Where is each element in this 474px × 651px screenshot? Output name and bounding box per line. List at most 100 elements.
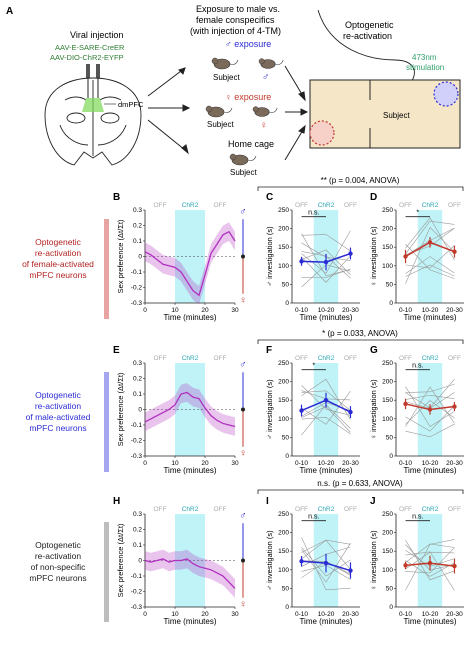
off-label: OFF — [448, 506, 461, 513]
off-label: OFF — [295, 506, 308, 513]
mean-trace — [144, 558, 236, 589]
row-color-bar — [104, 372, 109, 472]
x-tick-label: 0 — [143, 611, 147, 618]
fiber-cable — [317, 9, 415, 93]
x-axis-label: Time (minutes) — [299, 313, 352, 322]
y-tick-label: 50 — [386, 281, 394, 288]
individual-line — [301, 547, 351, 577]
individual-line — [405, 551, 455, 570]
male-stimulus-zone — [433, 81, 459, 107]
row-label-1-line-4: mPFC neurons — [29, 270, 86, 280]
mean-point — [323, 259, 329, 265]
x-tick-label: 30 — [231, 460, 239, 467]
sig-label: n.s. — [412, 514, 423, 521]
y-axis-label: Sex preference (Δt/Σt) — [116, 372, 125, 446]
y-tick-label: 200 — [382, 379, 393, 386]
individual-line — [301, 542, 351, 583]
chr2-label: ChR2 — [318, 355, 335, 362]
y-tick-label: 200 — [278, 379, 289, 386]
exposure-title-3: (with injection of 4-TM) — [190, 26, 281, 36]
y-tick-label: 150 — [382, 548, 393, 555]
individual-line — [405, 256, 455, 274]
off-label: OFF — [214, 506, 227, 513]
y-tick-label: 0.2 — [133, 223, 142, 230]
mouse-tail — [223, 107, 233, 113]
y-tick-label: 0 — [285, 453, 289, 460]
x-axis-label: Time (minutes) — [299, 617, 352, 626]
y-tick-label: -0.2 — [131, 438, 143, 445]
stim-label-1: 473nm — [412, 53, 437, 62]
y-tick-label: 50 — [282, 281, 290, 288]
brain-section-icon — [44, 77, 142, 166]
individual-line — [405, 551, 455, 591]
row-label-3-line-2: re-activation — [35, 551, 82, 561]
male-symbol: ♂ — [239, 207, 247, 218]
off-label: OFF — [154, 355, 167, 362]
individual-line — [301, 537, 351, 591]
home-cage-label: Home cage — [228, 139, 274, 149]
y-tick-label: -0.2 — [131, 285, 143, 292]
y-tick-label: 100 — [382, 263, 393, 270]
individual-line — [405, 400, 455, 425]
off-label: OFF — [344, 506, 357, 513]
x-tick-label: 20-30 — [446, 611, 463, 618]
row-label-1-line-2: re-activation — [35, 248, 82, 258]
y-tick-label: 0 — [389, 300, 393, 307]
y-tick-label: 200 — [382, 226, 393, 233]
x-tick-label: 30 — [231, 307, 239, 314]
off-label: OFF — [214, 202, 227, 209]
y-tick-label: 0 — [138, 254, 142, 261]
investigation-F: F OFF ChR2 OFF 0 50 100 150 200 250 0-10 10-20 20-30… — [265, 345, 360, 475]
off-label: OFF — [399, 202, 412, 209]
male-exposure-label: ♂ exposure — [225, 39, 271, 49]
sig-label: * — [312, 363, 315, 370]
anova-bracket — [257, 489, 464, 494]
x-tick-label: 0 — [143, 307, 147, 314]
y-tick-label: 0 — [389, 604, 393, 611]
row-label-2-line-3: of male-activated — [26, 412, 91, 422]
subject-label-arena: Subject — [383, 111, 410, 120]
subject-label-3: Subject — [230, 168, 257, 177]
x-tick-label: 0-10 — [295, 460, 308, 467]
mean-point — [452, 404, 457, 409]
y-tick-label: -0.1 — [131, 422, 143, 429]
panel-letter-f: F — [266, 345, 272, 356]
mean-point — [323, 560, 329, 566]
mean-point — [348, 251, 353, 256]
male-symbol: ♂ — [239, 360, 247, 371]
timecourse-H: H OFF ChR2 OFF -0.3 -0.2 -0.1 0 0.1 0.2 0.3 0 10 20 30… — [113, 496, 247, 626]
off-label: OFF — [154, 506, 167, 513]
individual-line — [405, 560, 455, 577]
x-tick-label: 20-30 — [342, 307, 359, 314]
panel-letter-i: I — [266, 496, 269, 507]
y-tick-label: 150 — [278, 397, 289, 404]
y-tick-label: 250 — [278, 207, 289, 214]
panel-letter-b: B — [113, 192, 120, 203]
row-label-3-line-4: mPFC neurons — [29, 573, 86, 583]
mouse-tail — [229, 59, 239, 65]
y-tick-label: 100 — [382, 567, 393, 574]
panel-letter-j: J — [370, 496, 376, 507]
x-axis-label: Time (minutes) — [403, 313, 456, 322]
x-tick-label: 10-20 — [422, 611, 439, 618]
x-tick-label: 10-20 — [318, 611, 335, 618]
individual-line — [301, 391, 351, 425]
individual-line — [301, 539, 351, 553]
chr2-label: ChR2 — [182, 355, 199, 362]
zero-dot — [241, 254, 245, 259]
off-label: OFF — [295, 355, 308, 362]
chr2-label: ChR2 — [318, 202, 335, 209]
y-tick-label: 50 — [386, 434, 394, 441]
y-tick-label: 0.1 — [133, 238, 142, 245]
y-tick-label: -0.3 — [131, 604, 143, 611]
y-tick-label: 100 — [278, 416, 289, 423]
y-tick-label: 250 — [278, 360, 289, 367]
virus-1-label: AAV-E-SARE-CreER — [55, 43, 125, 52]
y-axis-label: ♂ investigation (s) — [265, 226, 274, 287]
zero-dot — [241, 407, 245, 412]
anova-label: * (p = 0.033, ANOVA) — [322, 329, 398, 338]
y-tick-label: 150 — [382, 244, 393, 251]
mouse-icon — [258, 58, 284, 69]
individual-line — [301, 378, 351, 420]
